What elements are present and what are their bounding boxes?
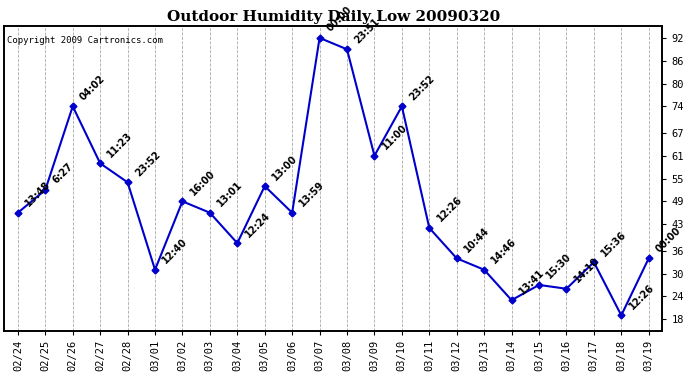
- Text: 12:26: 12:26: [627, 282, 655, 311]
- Text: 6:27: 6:27: [51, 162, 75, 186]
- Text: 00:00: 00:00: [325, 5, 354, 34]
- Text: 13:48: 13:48: [23, 180, 52, 209]
- Text: 11:00: 11:00: [380, 123, 409, 152]
- Text: 11:23: 11:23: [106, 130, 135, 159]
- Text: 13:59: 13:59: [297, 180, 326, 209]
- Text: 13:41: 13:41: [517, 267, 546, 296]
- Text: Copyright 2009 Cartronics.com: Copyright 2009 Cartronics.com: [8, 36, 164, 45]
- Title: Outdoor Humidity Daily Low 20090320: Outdoor Humidity Daily Low 20090320: [167, 10, 500, 24]
- Text: 10:44: 10:44: [462, 225, 491, 254]
- Text: 13:01: 13:01: [215, 180, 244, 209]
- Text: 23:52: 23:52: [133, 149, 162, 178]
- Text: 00:00: 00:00: [654, 225, 683, 254]
- Text: 16:00: 16:00: [188, 168, 217, 197]
- Text: 12:24: 12:24: [243, 210, 272, 239]
- Text: 12:40: 12:40: [161, 237, 190, 266]
- Text: 13:00: 13:00: [270, 153, 299, 182]
- Text: 12:26: 12:26: [435, 195, 464, 224]
- Text: 23:52: 23:52: [407, 73, 436, 102]
- Text: 23:51: 23:51: [353, 16, 382, 45]
- Text: 15:30: 15:30: [544, 252, 573, 281]
- Text: 04:02: 04:02: [78, 73, 107, 102]
- Text: 15:36: 15:36: [600, 229, 629, 258]
- Text: 14:10: 14:10: [572, 256, 601, 285]
- Text: 14:46: 14:46: [490, 237, 519, 266]
